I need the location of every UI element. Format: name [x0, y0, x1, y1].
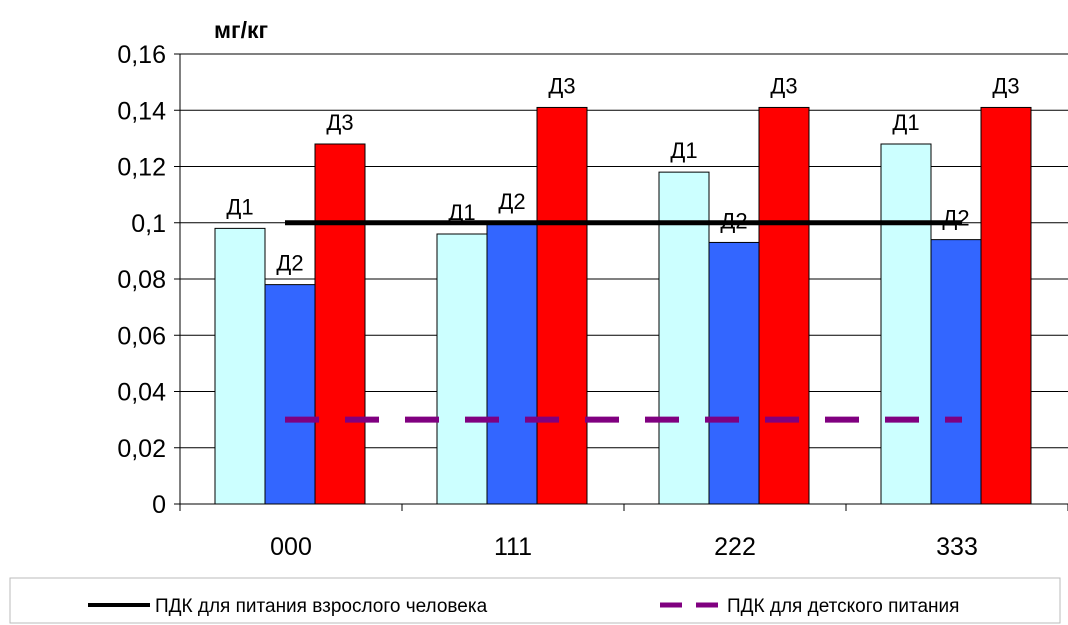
- bar: [658, 171, 710, 505]
- bar: [708, 241, 760, 505]
- legend-box: [9, 577, 1061, 624]
- bar: [314, 143, 366, 505]
- y-tick-label: 0,1: [131, 210, 166, 238]
- x-tick-label: 000: [270, 533, 312, 561]
- y-tick-label: 0,14: [117, 97, 166, 125]
- bar-data-label: Д2: [942, 206, 969, 231]
- bar: [930, 239, 982, 505]
- x-tick-label: 111: [494, 533, 532, 561]
- x-tick-label: 333: [936, 533, 978, 561]
- y-tick-label: 0: [152, 491, 166, 519]
- bar-data-label: Д3: [548, 73, 575, 98]
- bar: [536, 106, 588, 505]
- bar: [214, 227, 266, 505]
- bar: [758, 106, 810, 505]
- bar-data-label: Д1: [448, 200, 475, 225]
- bar: [436, 233, 488, 505]
- bar-data-label: Д2: [498, 189, 525, 214]
- y-tick-label: 0,08: [117, 266, 166, 294]
- legend-label: ПДК для детского питания: [727, 596, 959, 617]
- bar: [486, 222, 538, 505]
- bar-data-label: Д3: [326, 110, 353, 135]
- bar-data-label: Д2: [720, 208, 747, 233]
- bar-data-label: Д3: [770, 73, 797, 98]
- x-tick-label: 222: [714, 533, 756, 561]
- bar-data-label: Д1: [670, 138, 697, 163]
- bar-data-label: Д1: [226, 194, 253, 219]
- bar-labels: Д1 Д1 Д1 Д1 Д2 Д2 Д2 Д2 Д3 Д3 Д3 Д3: [226, 73, 1019, 275]
- bar: [880, 143, 932, 505]
- bar: [264, 284, 316, 505]
- y-tick-label: 0,06: [117, 322, 166, 350]
- y-tick-label: 0,12: [117, 154, 166, 182]
- legend: ПДК для питания взрослого человека ПДК дл…: [9, 577, 1061, 624]
- legend-label: ПДК для питания взрослого человека: [155, 596, 488, 617]
- y-axis-label: мг/кг: [214, 17, 268, 43]
- y-tick-label: 0,16: [117, 41, 166, 69]
- y-tick-label: 0,02: [117, 435, 166, 463]
- bar-data-label: Д2: [276, 251, 303, 276]
- bars: [214, 106, 1032, 505]
- axes: 0 0,02 0,04 0,06 0,08 0,1 0,12 0,14 0,16 000 111 22…: [117, 41, 1068, 561]
- bar-data-label: Д3: [992, 73, 1019, 98]
- bar-data-label: Д1: [892, 110, 919, 135]
- bar: [980, 106, 1032, 505]
- reference-lines: [285, 220, 962, 423]
- y-tick-label: 0,04: [117, 379, 166, 407]
